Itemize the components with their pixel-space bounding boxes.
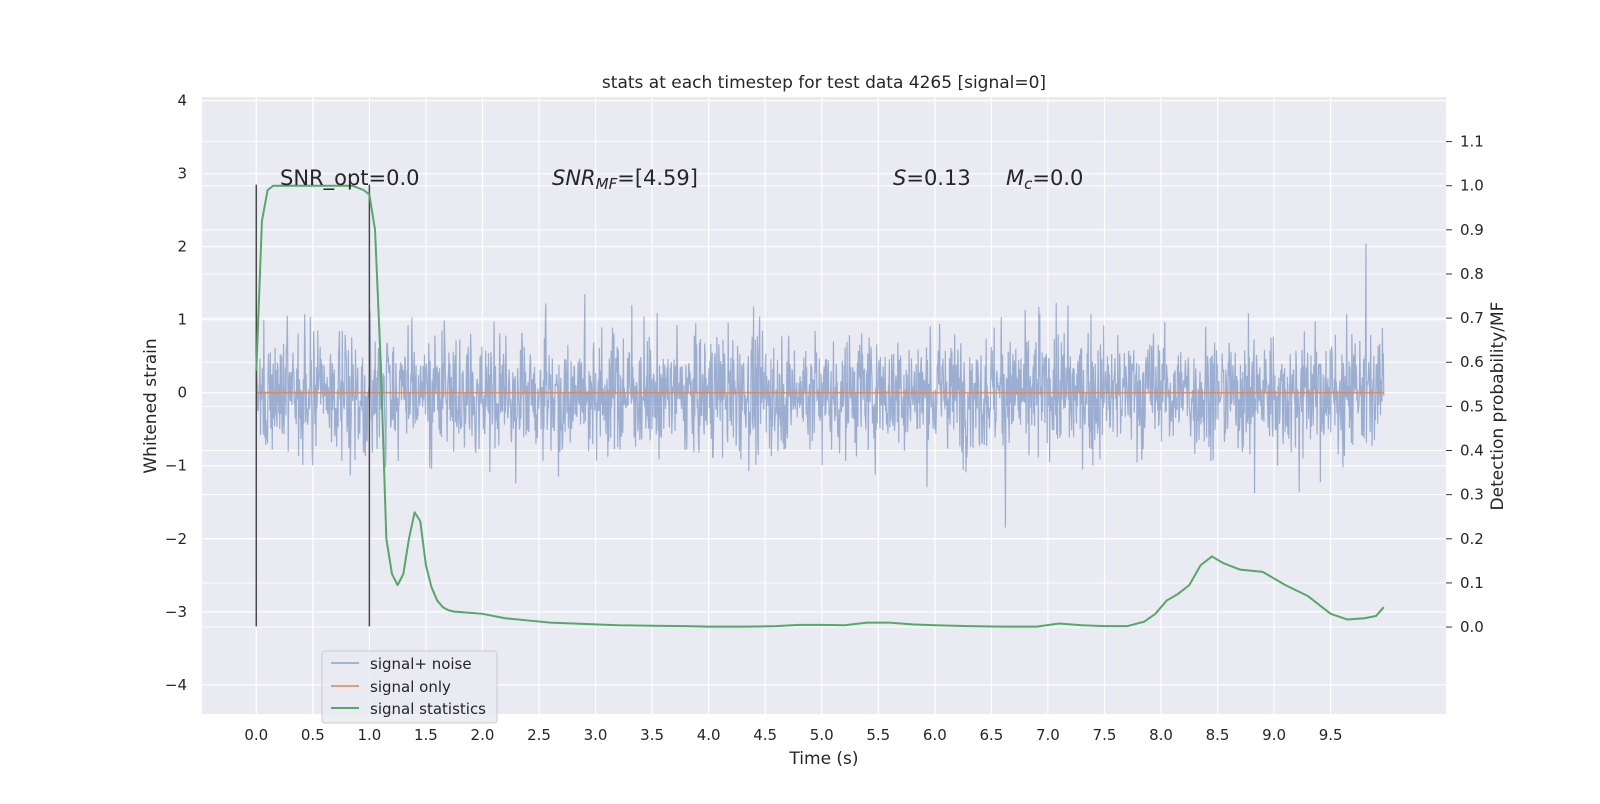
annotation-snr-mf-value: =[4.59] [617,166,698,190]
annotation-snr-mf: SNRMF=[4.59] [552,166,698,193]
signal-statistics-line [255,184,1385,628]
y-right-tick-label: 0.1 [1460,574,1484,592]
chart-title: stats at each timestep for test data 426… [602,73,1046,93]
x-tick-label: 5.0 [810,726,834,744]
x-tick-label: 3.0 [584,726,608,744]
y-tick-label: −3 [165,603,187,621]
y-right-tick-label: 1.1 [1460,133,1484,151]
annotation-mc-value: =0.0 [1032,166,1083,190]
x-tick-label: 2.0 [471,726,495,744]
grid-y-right [202,141,1452,628]
annotation-s: S=0.13 [893,166,971,190]
y-tick-label: 1 [177,311,187,329]
x-tick-labels: 0.0 0.5 1.0 1.5 2.0 2.5 3.0 3.5 4.0 4.5 5.0 5.5 6.0 6… [244,726,1342,744]
x-tick-label: 7.5 [1093,726,1117,744]
legend-label-signal-only: signal only [370,678,451,696]
x-tick-label: 9.5 [1319,726,1343,744]
legend-label-signal-noise: signal+ noise [370,655,472,673]
annotation-mc-sub: c [1024,175,1033,193]
signal-noise-trace [255,243,1385,528]
x-tick-label: 4.5 [753,726,777,744]
y-right-tick-label: 0.8 [1460,265,1484,283]
annotation-snr-mf-base: SNR [552,166,596,190]
x-tick-label: 4.0 [697,726,721,744]
annotation-s-symbol: S [893,166,906,190]
x-axis-label: Time (s) [788,749,858,769]
y-tick-label: −2 [165,530,187,548]
y-tick-label: −1 [165,457,187,475]
y-right-tick-label: 0.7 [1460,309,1484,327]
x-tick-label: 7.0 [1036,726,1060,744]
x-tick-label: 3.5 [640,726,664,744]
x-tick-label: 8.5 [1206,726,1230,744]
y-tick-labels: −4 −3 −2 −1 0 1 2 3 4 [165,92,187,694]
x-tick-label: 1.0 [357,726,381,744]
y-right-tick-label: 0.4 [1460,442,1484,460]
annotation-mc: Mc=0.0 [1006,166,1083,193]
y-tick-label: −4 [165,676,187,694]
y-right-tick-labels: 0.0 0.1 0.2 0.3 0.4 0.5 0.6 0.7 0.8 0.9 1.0 1.1 [1460,133,1484,636]
x-tick-label: 0.0 [244,726,268,744]
legend-box [321,650,498,724]
annotation-mc-symbol: M [1006,166,1024,190]
legend-label-signal-statistics: signal statistics [370,700,486,718]
y-tick-label: 4 [177,92,187,110]
y-right-tick-label: 0.9 [1460,221,1484,239]
y-right-tick-label: 0.3 [1460,486,1484,504]
x-tick-label: 2.5 [527,726,551,744]
vertical-markers [255,184,371,627]
x-tick-label: 0.5 [301,726,325,744]
x-tick-label: 6.5 [979,726,1003,744]
y-tick-label: 3 [177,165,187,183]
y-right-axis-label: Detection probability/MF [1488,302,1508,511]
y-tick-label: 0 [177,384,187,402]
y-tick-label: 2 [177,238,187,256]
x-tick-label: 1.5 [414,726,438,744]
series-signal-statistics [255,184,1385,628]
y-right-tick-label: 0.6 [1460,353,1484,371]
y-right-tick-label: 1.0 [1460,177,1484,195]
y-axis-label: Whitened strain [141,338,161,473]
x-tick-label: 9.0 [1262,726,1286,744]
annotation-snr-mf-sub: MF [596,175,618,193]
annotation-s-value: =0.13 [906,166,970,190]
legend: signal+ noise signal only signal statist… [321,650,498,724]
y-right-tick-label: 0.2 [1460,530,1484,548]
x-tick-label: 8.0 [1149,726,1173,744]
x-tick-label: 6.0 [923,726,947,744]
x-tick-label: 5.5 [866,726,890,744]
annotation-snr-opt: SNR_opt=0.0 [280,166,420,191]
y-right-tick-label: 0.0 [1460,618,1484,636]
y-right-tick-label: 0.5 [1460,397,1484,415]
series-signal-noise [255,243,1385,528]
